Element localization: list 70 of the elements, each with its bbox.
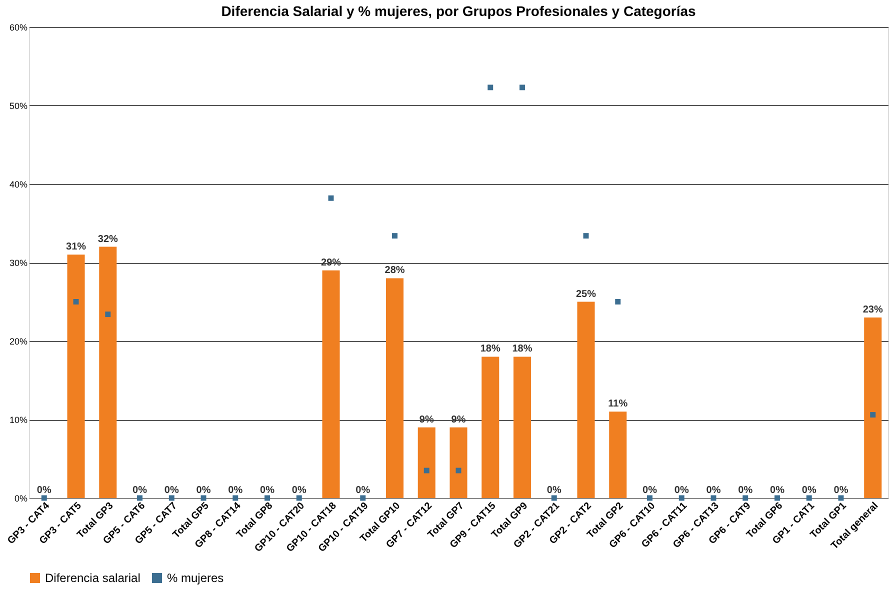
point — [360, 495, 366, 501]
point — [392, 233, 398, 239]
data-label: 0% — [228, 485, 243, 496]
data-label: 0% — [642, 485, 658, 496]
point — [583, 233, 589, 239]
data-label: 0% — [260, 485, 275, 496]
point — [232, 495, 238, 501]
data-label: 0% — [356, 485, 370, 496]
data-label: 31% — [66, 242, 86, 253]
bar — [386, 278, 404, 498]
point — [838, 495, 844, 501]
bar — [482, 356, 500, 498]
data-label: 0% — [706, 485, 721, 496]
y-tick-label: 20% — [9, 336, 28, 346]
point — [678, 495, 684, 501]
legend-label: Diferencia salarial — [45, 571, 140, 585]
data-label: 23% — [862, 304, 883, 316]
point — [424, 468, 430, 474]
data-label: 0% — [196, 485, 211, 496]
data-label: 0% — [674, 485, 689, 496]
bar — [67, 254, 85, 498]
point — [264, 495, 270, 501]
point — [168, 495, 174, 501]
point — [105, 312, 111, 318]
bar — [450, 427, 468, 498]
data-label: 0% — [292, 485, 306, 496]
data-label: 0% — [36, 485, 52, 496]
bar — [418, 427, 436, 498]
data-label: 0% — [770, 485, 785, 496]
bar — [609, 412, 627, 498]
data-label: 0% — [132, 485, 148, 496]
point — [41, 495, 47, 501]
point — [615, 299, 621, 304]
y-tick-label: 10% — [9, 415, 28, 425]
point — [742, 495, 748, 501]
chart-title: Diferencia Salarial y % mujeres, por Grupos Profesionales y Categorías — [221, 3, 696, 19]
point — [296, 495, 302, 501]
data-label: 18% — [480, 344, 500, 355]
bar — [513, 356, 532, 498]
data-label: 25% — [576, 288, 596, 300]
data-label: 0% — [164, 485, 179, 496]
data-label: 0% — [738, 485, 753, 496]
y-tick-label: 30% — [9, 258, 28, 268]
bar — [99, 246, 117, 498]
point — [520, 84, 525, 90]
bar — [322, 270, 340, 498]
data-label: 0% — [834, 485, 848, 496]
point — [806, 495, 812, 501]
y-tick-label: 40% — [9, 180, 28, 190]
data-label: 18% — [512, 344, 532, 355]
bar — [577, 302, 595, 498]
point — [647, 495, 652, 501]
bar — [864, 317, 882, 498]
point — [456, 468, 462, 474]
y-tick-label: 0% — [14, 494, 28, 504]
data-label: 0% — [546, 485, 562, 496]
data-label: 28% — [384, 265, 405, 276]
data-label: 11% — [608, 398, 628, 410]
point — [73, 299, 79, 304]
point — [137, 495, 142, 501]
data-label: 32% — [98, 234, 118, 245]
data-label: 0% — [802, 485, 816, 496]
point — [488, 84, 494, 90]
legend-label: % mujeres — [167, 571, 224, 585]
point — [774, 495, 780, 501]
y-tick-label: 50% — [9, 101, 28, 111]
point — [551, 495, 557, 501]
point — [328, 195, 334, 201]
point — [870, 412, 876, 418]
y-tick-label: 60% — [9, 22, 28, 32]
